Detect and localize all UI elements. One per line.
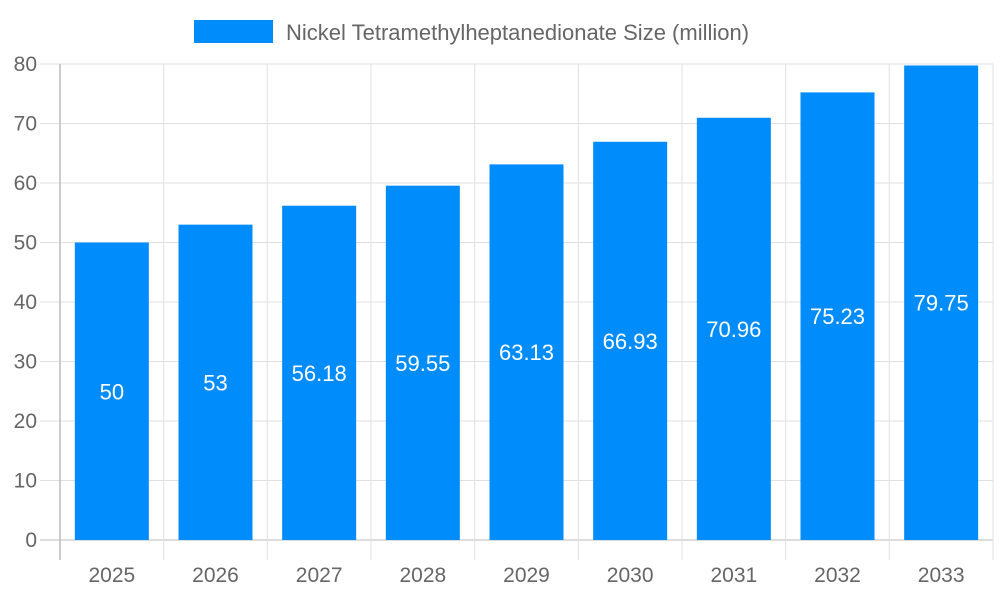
data-label: 75.23 xyxy=(810,304,865,329)
x-tick-label: 2025 xyxy=(88,564,135,587)
y-tick-label: 80 xyxy=(14,53,37,76)
bars: 50 53 56.18 59.55 63.13 66.93 70.96 75.23 79.75 xyxy=(74,65,979,541)
y-tick-label: 10 xyxy=(14,470,37,493)
x-tick-label: 2031 xyxy=(710,564,757,587)
y-tick-label: 30 xyxy=(14,351,37,374)
y-tick-label: 70 xyxy=(14,113,37,136)
bar-2025 xyxy=(74,242,149,540)
y-tick-label: 50 xyxy=(14,232,37,255)
bar-2030 xyxy=(593,141,668,541)
bar-2026 xyxy=(178,224,253,540)
x-tick-label: 2026 xyxy=(192,564,239,587)
x-tick-label: 2030 xyxy=(607,564,654,587)
data-label: 59.55 xyxy=(395,351,450,376)
y-tick-label: 0 xyxy=(25,529,37,552)
data-label: 66.93 xyxy=(603,329,658,354)
legend[interactable]: Nickel Tetramethylheptanedionate Size (m… xyxy=(194,20,749,45)
bar-2027 xyxy=(282,205,357,540)
bar-2032 xyxy=(800,92,875,540)
data-label: 50 xyxy=(100,379,124,404)
legend-label: Nickel Tetramethylheptanedionate Size (m… xyxy=(286,20,749,45)
bar-2029 xyxy=(489,164,564,540)
data-label: 63.13 xyxy=(499,340,554,365)
y-tick-label: 60 xyxy=(14,172,37,195)
bar-2028 xyxy=(385,185,460,541)
bar-2031 xyxy=(696,117,771,541)
data-label: 79.75 xyxy=(914,291,969,316)
x-tick-label: 2032 xyxy=(814,564,861,587)
data-label: 70.96 xyxy=(706,317,761,342)
y-tick-label: 40 xyxy=(14,291,37,314)
data-label: 56.18 xyxy=(292,361,347,386)
bar-2033 xyxy=(904,65,979,541)
y-tick-label: 20 xyxy=(14,410,37,433)
x-tick-label: 2033 xyxy=(918,564,965,587)
x-tick-label: 2029 xyxy=(503,564,550,587)
x-tick-label: 2028 xyxy=(399,564,446,587)
data-label: 53 xyxy=(203,370,227,395)
legend-swatch xyxy=(194,20,273,43)
x-tick-label: 2027 xyxy=(296,564,343,587)
